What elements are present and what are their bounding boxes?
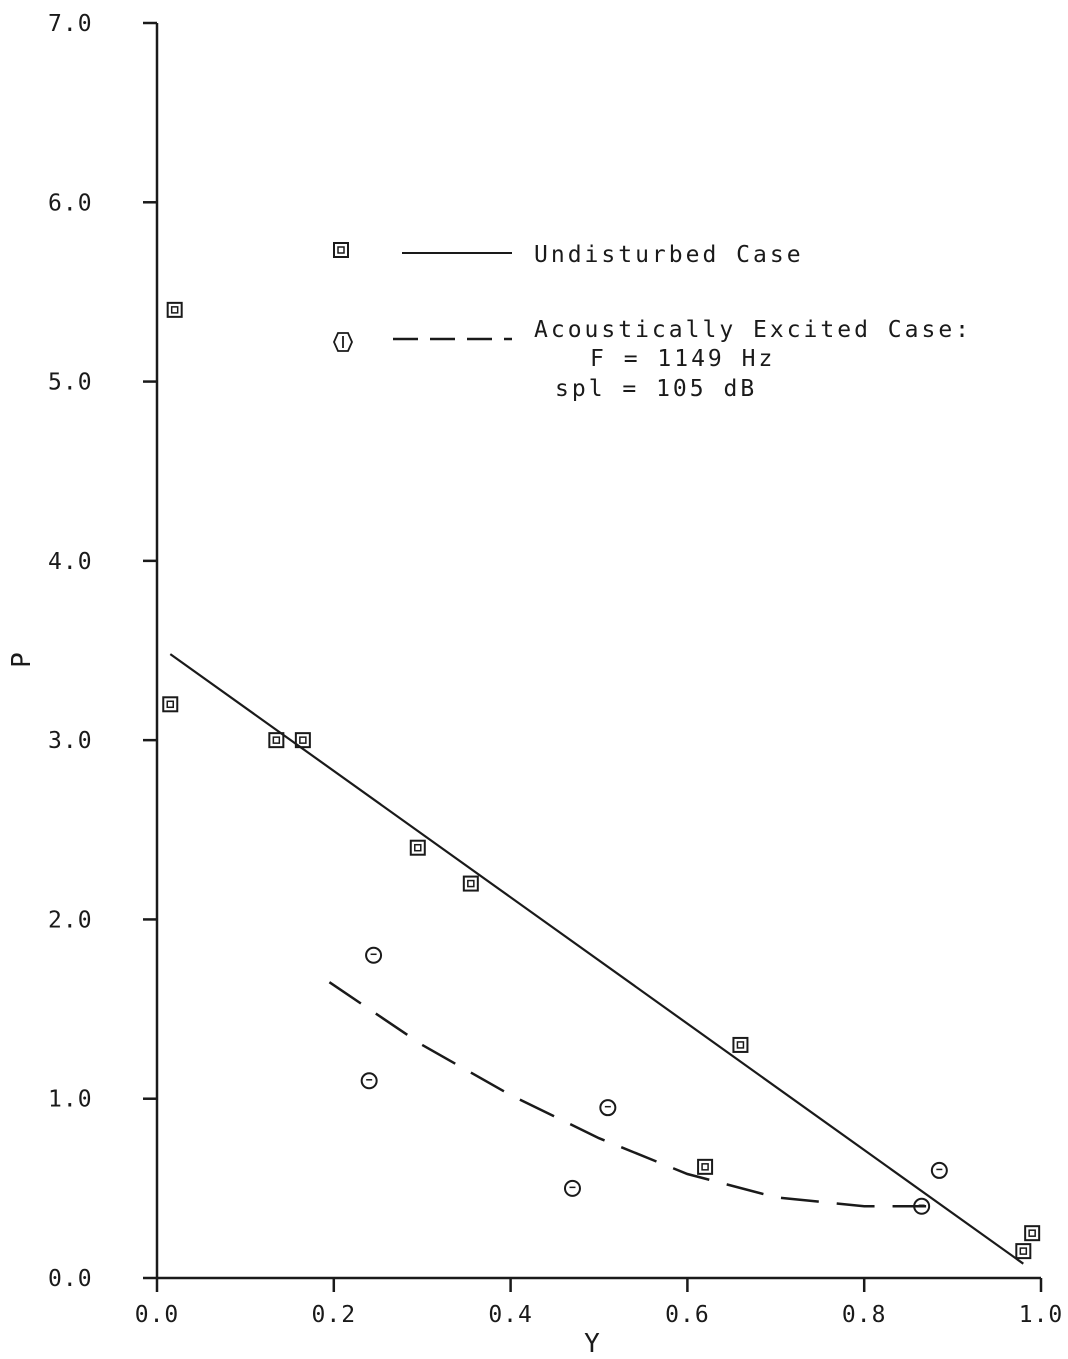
circle-marker-outline [913, 1197, 931, 1215]
square-marker-inner [170, 306, 179, 314]
x-tick-label: 1.0 [1019, 1302, 1064, 1328]
legend-detail-spl: spl = 105 dB [555, 376, 757, 402]
x-tick-label: 0.8 [842, 1302, 887, 1328]
legend-square-glyph [333, 242, 349, 258]
y-tick-label: 1.0 [48, 1087, 93, 1113]
data-point-square [294, 732, 311, 749]
circle-marker-outline [930, 1161, 948, 1179]
y-axis-title: P [7, 652, 37, 668]
square-marker-outline [268, 732, 285, 749]
axis-ticks [143, 21, 1043, 1292]
legend-label-undisturbed: Undisturbed Case [534, 242, 804, 268]
data-point-circle [360, 1072, 378, 1090]
legend-label-excited: Acoustically Excited Case: [534, 317, 972, 343]
square-marker-inner [166, 700, 175, 709]
square-marker-outline [697, 1158, 714, 1175]
data-point-square [409, 839, 426, 856]
legend-detail-frequency: F = 1149 Hz [590, 346, 775, 372]
data-point-square [162, 696, 179, 713]
square-marker-inner [337, 246, 345, 254]
x-axis-title: Y [584, 1329, 600, 1359]
y-tick-label: 6.0 [48, 190, 93, 216]
fit-lines [169, 653, 1024, 1265]
square-marker-inner [467, 879, 475, 888]
legend: Undisturbed Case Acoustically Excited Ca… [333, 242, 972, 402]
square-marker-outline [1024, 1225, 1041, 1242]
circle-marker-outline [599, 1099, 617, 1117]
circle-marker-outline [360, 1072, 378, 1090]
square-marker-outline [1015, 1243, 1032, 1260]
fit-line-series-1 [328, 981, 927, 1208]
square-marker-inner [272, 736, 281, 744]
square-marker-outline [732, 1036, 749, 1053]
square-marker-inner [1019, 1247, 1028, 1255]
y-tick-label: 4.0 [48, 549, 93, 575]
data-point-circle [599, 1099, 617, 1117]
legend-circle-glyph-outline [333, 332, 353, 352]
x-tick-label: 0.0 [135, 1302, 180, 1328]
data-point-square [462, 875, 479, 892]
legend-circle-marker [333, 332, 353, 352]
x-tick-label: 0.6 [665, 1302, 710, 1328]
circle-marker-outline [365, 946, 383, 964]
y-tick-label: 7.0 [48, 11, 93, 37]
square-marker-inner [299, 736, 307, 744]
square-marker-inner [736, 1041, 745, 1049]
x-tick-label: 0.4 [488, 1302, 533, 1328]
axis-tick-labels: 0.0 1.0 2.0 3.0 4.0 5.0 6.0 7.0 0.0 0.2 0.4 0.6 0.8 1… [48, 11, 1064, 1328]
data-point-square [732, 1036, 749, 1053]
data-point-circle [563, 1179, 581, 1197]
square-marker-inner [414, 843, 422, 852]
data-point-circle [913, 1197, 931, 1215]
legend-square-marker [333, 242, 349, 258]
y-tick-label: 3.0 [48, 728, 93, 754]
square-marker-outline [409, 839, 426, 856]
data-point-square [1015, 1243, 1032, 1260]
square-marker-inner [1028, 1229, 1036, 1237]
data-points [162, 301, 1041, 1260]
fit-line-series-0 [169, 653, 1024, 1265]
y-tick-label: 5.0 [48, 370, 93, 396]
data-point-square [268, 732, 285, 749]
data-point-square [166, 301, 183, 318]
square-marker-inner [701, 1163, 709, 1171]
data-point-square [697, 1158, 714, 1175]
y-tick-label: 0.0 [48, 1266, 93, 1292]
square-marker-outline [333, 242, 349, 258]
data-point-square [1024, 1225, 1041, 1242]
square-marker-outline [162, 696, 179, 713]
square-marker-outline [294, 732, 311, 749]
circle-marker-outline [563, 1179, 581, 1197]
square-marker-outline [166, 301, 183, 318]
y-tick-label: 2.0 [48, 907, 93, 933]
data-point-circle [365, 946, 383, 964]
data-point-circle [930, 1161, 948, 1179]
x-tick-label: 0.2 [312, 1302, 357, 1328]
square-marker-outline [462, 875, 479, 892]
